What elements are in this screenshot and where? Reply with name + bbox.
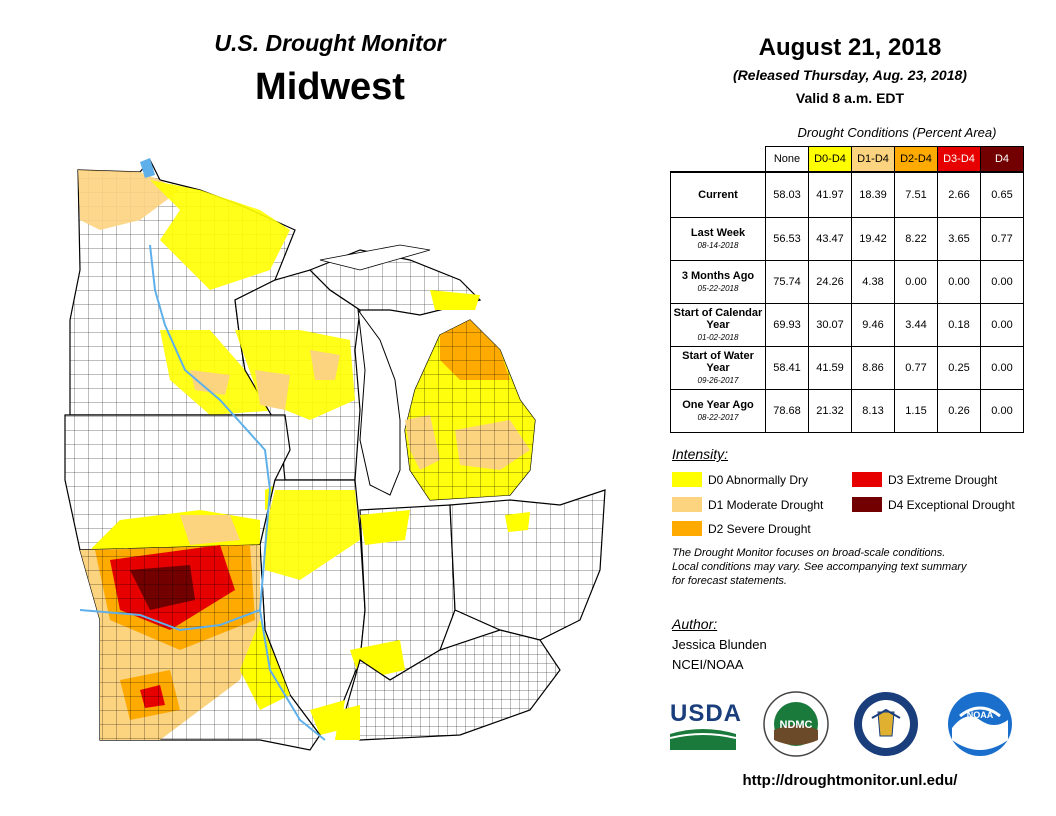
legend-item-d3: D3 Extreme Drought bbox=[852, 472, 997, 487]
map-title: U.S. Drought Monitor bbox=[214, 30, 446, 56]
table-cell: 0.00 bbox=[980, 346, 1024, 390]
state-michigan-lp bbox=[404, 319, 536, 501]
table-row: One Year Ago 08-22-2017 78.68 21.32 8.13 … bbox=[670, 389, 1024, 433]
table-cell: 0.00 bbox=[937, 260, 981, 304]
legend-swatch bbox=[672, 472, 702, 487]
table-cell: 69.93 bbox=[765, 303, 809, 347]
table-cell: 3.65 bbox=[937, 217, 981, 261]
midwest-drought-map bbox=[64, 158, 606, 751]
table-row: Last Week 08-14-2018 56.53 43.47 19.42 8.… bbox=[670, 217, 1024, 261]
col-header-d1-d4: D1-D4 bbox=[851, 146, 895, 173]
legend-swatch bbox=[672, 497, 702, 512]
table-cell: 41.97 bbox=[808, 171, 852, 218]
row-label: Start of Water Year 09-26-2017 bbox=[670, 346, 766, 390]
ndmc-logo: NDMC bbox=[763, 691, 829, 757]
table-cell: 0.25 bbox=[937, 346, 981, 390]
table-cell: 0.18 bbox=[937, 303, 981, 347]
table-cell: 58.03 bbox=[765, 171, 809, 218]
legend-item-d1: D1 Moderate Drought bbox=[672, 497, 823, 512]
mississippi-river bbox=[149, 244, 326, 741]
table-cell: 8.22 bbox=[894, 217, 938, 261]
table-cell: 41.59 bbox=[808, 346, 852, 390]
table-cell: 58.41 bbox=[765, 346, 809, 390]
table-cell: 0.00 bbox=[980, 389, 1024, 433]
table-cell: 1.15 bbox=[894, 389, 938, 433]
author-org: NCEI/NOAA bbox=[672, 657, 744, 672]
region-title: Midwest bbox=[255, 66, 405, 108]
noaa-logo: NOAA bbox=[948, 692, 1012, 756]
author-name: Jessica Blunden bbox=[672, 637, 767, 652]
valid-time: Valid 8 a.m. EDT bbox=[795, 90, 905, 106]
svg-text:NOAA: NOAA bbox=[967, 710, 994, 720]
drought-conditions-table: None D0-D4 D1-D4 D2-D4 D3-D4 D4 Current … bbox=[670, 146, 1024, 433]
table-cell: 0.65 bbox=[980, 171, 1024, 218]
col-header-d0-d4: D0-D4 bbox=[808, 146, 852, 173]
drought-note: The Drought Monitor focuses on broad-sca… bbox=[672, 547, 967, 587]
state-ohio bbox=[449, 489, 606, 641]
row-label: Current bbox=[670, 171, 766, 218]
table-caption: Drought Conditions (Percent Area) bbox=[797, 125, 997, 140]
table-row: Start of Calendar Year 01-02-2018 69.93 3… bbox=[670, 303, 1024, 347]
legend-swatch bbox=[852, 497, 882, 512]
table-cell: 2.66 bbox=[937, 171, 981, 218]
col-header-d3-d4: D3-D4 bbox=[937, 146, 981, 173]
map-date: August 21, 2018 bbox=[758, 34, 942, 61]
table-cell: 0.00 bbox=[980, 260, 1024, 304]
table-row: Start of Water Year 09-26-2017 58.41 41.5… bbox=[670, 346, 1024, 390]
website-url[interactable]: http://droughtmonitor.unl.edu/ bbox=[742, 772, 958, 789]
lake-of-the-woods bbox=[140, 158, 155, 178]
table-cell: 18.39 bbox=[851, 171, 895, 218]
table-cell: 24.26 bbox=[808, 260, 852, 304]
row-label: Start of Calendar Year 01-02-2018 bbox=[670, 303, 766, 347]
legend-item-d4: D4 Exceptional Drought bbox=[852, 497, 1015, 512]
table-cell: 21.32 bbox=[808, 389, 852, 433]
legend-item-d2: D2 Severe Drought bbox=[672, 521, 811, 536]
state-illinois bbox=[259, 479, 366, 736]
col-header-none: None bbox=[765, 146, 809, 173]
row-label: One Year Ago 08-22-2017 bbox=[670, 389, 766, 433]
table-cell: 30.07 bbox=[808, 303, 852, 347]
doc-seal-logo bbox=[854, 692, 918, 756]
table-cell: 0.26 bbox=[937, 389, 981, 433]
col-header-d4: D4 bbox=[980, 146, 1024, 173]
table-cell: 0.00 bbox=[894, 260, 938, 304]
table-cell: 19.42 bbox=[851, 217, 895, 261]
col-header-d2-d4: D2-D4 bbox=[894, 146, 938, 173]
row-label: 3 Months Ago 05-22-2018 bbox=[670, 260, 766, 304]
table-cell: 43.47 bbox=[808, 217, 852, 261]
table-cell: 0.77 bbox=[894, 346, 938, 390]
legend-swatch bbox=[852, 472, 882, 487]
author-heading: Author: bbox=[672, 616, 718, 632]
table-cell: 7.51 bbox=[894, 171, 938, 218]
usda-swoosh-icon bbox=[669, 729, 737, 750]
state-kentucky bbox=[335, 629, 561, 741]
state-wisconsin bbox=[234, 269, 361, 481]
state-indiana bbox=[350, 504, 456, 681]
usda-logo: USDA bbox=[669, 700, 741, 750]
table-cell: 3.44 bbox=[894, 303, 938, 347]
table-cell: 78.68 bbox=[765, 389, 809, 433]
table-row: 3 Months Ago 05-22-2018 75.74 24.26 4.38 … bbox=[670, 260, 1024, 304]
lake-michigan bbox=[357, 308, 401, 496]
table-cell: 8.13 bbox=[851, 389, 895, 433]
table-cell: 0.77 bbox=[980, 217, 1024, 261]
table-row: Current 58.03 41.97 18.39 7.51 2.66 0.65 bbox=[670, 171, 1024, 218]
missouri-river bbox=[79, 609, 261, 632]
table-cell: 0.00 bbox=[980, 303, 1024, 347]
table-cell: 56.53 bbox=[765, 217, 809, 261]
state-iowa bbox=[64, 414, 291, 551]
legend-heading: Intensity: bbox=[672, 446, 729, 462]
legend-item-d0: D0 Abnormally Dry bbox=[672, 472, 808, 487]
table-cell: 8.86 bbox=[851, 346, 895, 390]
legend-swatch bbox=[672, 521, 702, 536]
release-date: (Released Thursday, Aug. 23, 2018) bbox=[733, 67, 967, 83]
state-minnesota bbox=[69, 158, 296, 416]
table-cell: 9.46 bbox=[851, 303, 895, 347]
table-cell: 4.38 bbox=[851, 260, 895, 304]
row-label: Last Week 08-14-2018 bbox=[670, 217, 766, 261]
lake-superior bbox=[319, 244, 431, 271]
state-missouri bbox=[79, 544, 321, 751]
table-cell: 75.74 bbox=[765, 260, 809, 304]
svg-text:NDMC: NDMC bbox=[780, 719, 813, 731]
